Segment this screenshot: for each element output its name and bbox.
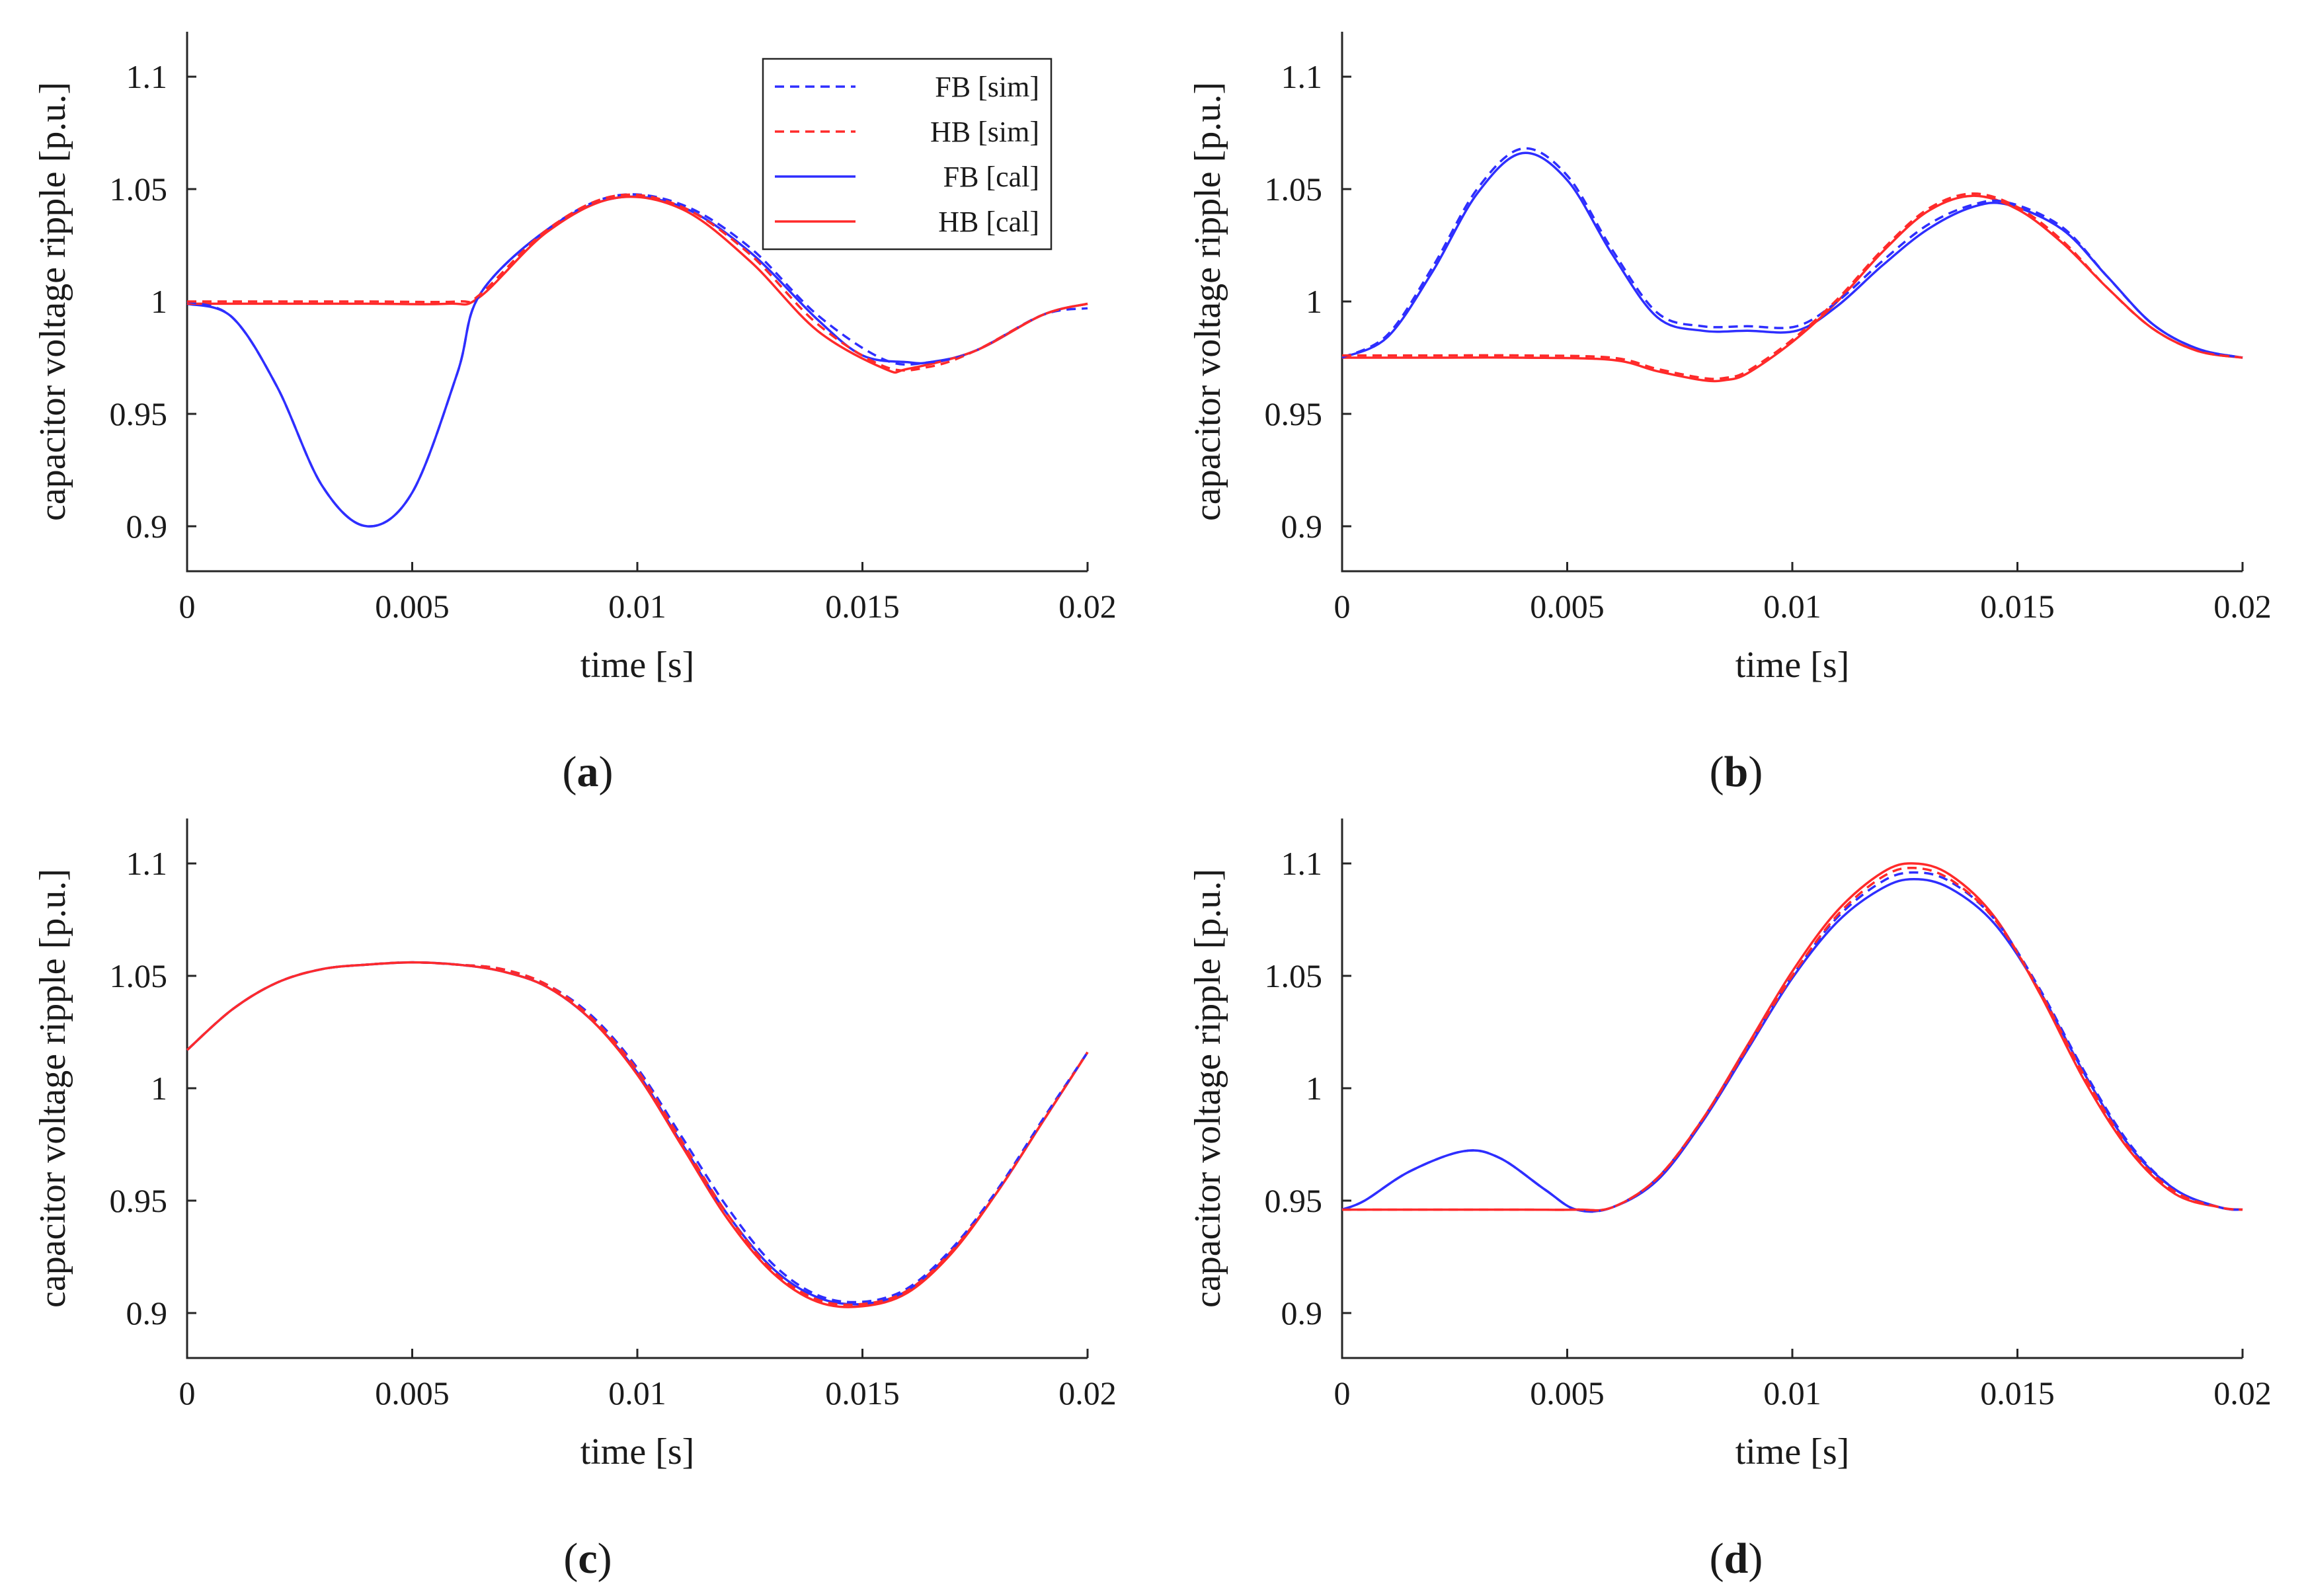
legend-label: HB [cal] [938,206,1039,238]
series-line-hb-sim [1342,192,2243,380]
caption-letter: d [1724,1535,1749,1583]
x-tick-label: 0 [179,588,196,625]
y-axis-label: capacitor voltage ripple [p.u.] [32,869,73,1308]
x-tick-label: 0.005 [375,1375,450,1412]
panel-caption: (d) [1710,1535,1763,1583]
y-axis-label: capacitor voltage ripple [p.u.] [32,82,73,521]
x-axis-label: time [s] [580,645,695,686]
y-tick-label: 1.05 [1265,171,1323,208]
x-tick-label: 0.01 [608,588,666,625]
caption-letter: b [1724,748,1749,796]
y-tick-label: 1.1 [1281,58,1323,95]
y-tick-label: 1 [1306,283,1322,320]
legend-label: FB [cal] [943,161,1039,193]
x-tick-label: 0.02 [2213,588,2272,625]
x-axis-label: time [s] [580,1431,695,1472]
x-tick-label: 0.02 [1058,588,1117,625]
x-tick-label: 0.01 [608,1375,666,1412]
y-tick-label: 0.9 [126,1295,168,1332]
x-tick-label: 0.015 [825,588,900,625]
chart-panel-c: 0 0.005 0.01 0.015 0.02 0.9 0.95 1 1.05 1.1 time [… [32,818,1117,1583]
legend: FB [sim] HB [sim] FB [cal] HB [cal] [762,58,1053,251]
axes-frame [186,818,1088,1359]
x-axis-label: time [s] [1735,1431,1850,1472]
y-tick-label: 0.95 [1265,395,1323,432]
panel-caption: (b) [1710,748,1763,796]
x-tick-label: 0.015 [1980,1375,2055,1412]
series-line-hb-cal [1342,862,2243,1212]
y-tick-label: 0.95 [110,395,168,432]
y-tick-label: 0.95 [110,1182,168,1219]
series-line-hb-sim [187,193,1088,372]
y-tick-label: 1.1 [126,845,168,882]
y-tick-label: 0.9 [1281,1295,1323,1332]
panel-caption: (a) [563,748,614,796]
series-line-fb-sim [1341,147,2243,359]
legend-box [762,58,1053,251]
legend-label: FB [sim] [935,71,1039,103]
x-tick-label: 0.02 [1058,1375,1117,1412]
y-tick-label: 0.9 [126,508,168,545]
y-tick-label: 0.9 [1281,508,1323,545]
series-line-hb-cal [186,961,1089,1308]
x-tick-label: 0.015 [825,1375,900,1412]
series-line-fb-cal [1341,878,2243,1213]
x-tick-label: 0.005 [1530,588,1605,625]
chart-panel-b: 0 0.005 0.01 0.015 0.02 0.9 0.95 1 1.05 1.1 time [… [1187,32,2272,796]
x-tick-label: 0.005 [1530,1375,1605,1412]
y-tick-label: 1.05 [110,957,168,994]
y-tick-label: 1.1 [126,58,168,95]
caption-letter: c [578,1535,597,1583]
x-tick-label: 0.02 [2213,1375,2272,1412]
x-tick-label: 0.01 [1763,588,1821,625]
chart-panel-d: 0 0.005 0.01 0.015 0.02 0.9 0.95 1 1.05 1.1 time [… [1187,818,2272,1583]
axes-frame [1341,32,2243,573]
y-tick-label: 1.05 [1265,957,1323,994]
y-tick-label: 1 [151,283,167,320]
series-line-hb-sim [186,961,1089,1306]
legend-label: HB [sim] [930,116,1039,148]
y-axis-label: capacitor voltage ripple [p.u.] [1187,82,1228,521]
y-tick-label: 1 [1306,1070,1322,1107]
x-tick-label: 0.015 [1980,588,2055,625]
series-line-hb-cal [187,195,1088,374]
x-tick-label: 0.005 [375,588,450,625]
panel-caption: (c) [563,1535,612,1583]
y-tick-label: 1.05 [110,171,168,208]
y-axis-label: capacitor voltage ripple [p.u.] [1187,869,1228,1308]
y-tick-label: 1.1 [1281,845,1323,882]
series-line-fb-sim [186,193,1088,528]
y-tick-label: 1 [151,1070,167,1107]
x-tick-label: 0 [1334,588,1351,625]
series-line-fb-sim [1341,871,2243,1213]
axes-frame [1341,818,2243,1359]
x-tick-label: 0 [179,1375,196,1412]
x-tick-label: 0 [1334,1375,1351,1412]
x-axis-label: time [s] [1735,645,1850,686]
series-line-hb-sim [1342,866,2243,1212]
x-tick-label: 0.01 [1763,1375,1821,1412]
y-tick-label: 0.95 [1265,1182,1323,1219]
chart-panel-a: 0 0.005 0.01 0.015 0.02 0.9 0.95 1 1.05 1.1 time [… [32,32,1117,796]
caption-letter: a [577,748,599,796]
